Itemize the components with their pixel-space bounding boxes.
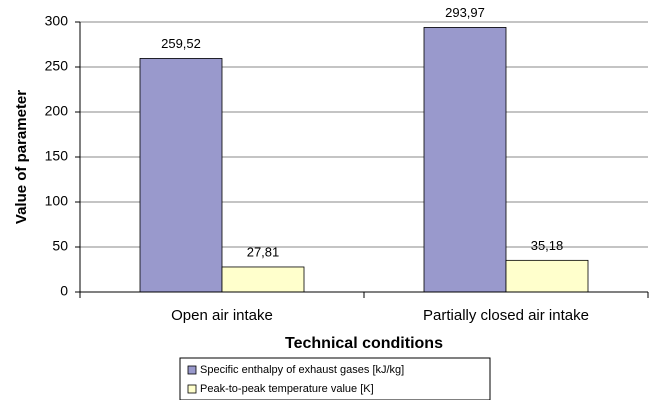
legend-box bbox=[179, 357, 491, 400]
bar bbox=[423, 27, 507, 293]
bar bbox=[139, 58, 223, 293]
x-tick-label: Partially closed air intake bbox=[423, 307, 589, 324]
legend-swatch bbox=[187, 365, 197, 375]
y-tick-label: 250 bbox=[45, 58, 69, 74]
y-tick-label: 300 bbox=[45, 13, 69, 29]
legend-label: Specific enthalpy of exhaust gases [kJ/k… bbox=[200, 364, 404, 376]
value-label: 293,97 bbox=[445, 5, 485, 20]
y-tick-label: 200 bbox=[45, 103, 69, 119]
x-axis-title: Technical conditions bbox=[285, 335, 443, 352]
x-tick-label: Open air intake bbox=[171, 307, 273, 324]
y-tick-label: 50 bbox=[52, 238, 68, 254]
bar bbox=[505, 259, 589, 293]
value-label: 35,18 bbox=[531, 238, 564, 253]
y-tick-label: 0 bbox=[60, 283, 68, 299]
y-tick-label: 150 bbox=[45, 148, 69, 164]
value-label: 259,52 bbox=[161, 36, 201, 51]
y-axis-title: Value of parameter bbox=[13, 90, 30, 224]
y-tick-label: 100 bbox=[45, 193, 69, 209]
legend-swatch bbox=[187, 384, 197, 394]
legend-label: Peak-to-peak temperature value [K] bbox=[200, 383, 374, 395]
value-label: 27,81 bbox=[247, 244, 280, 259]
bar bbox=[221, 266, 305, 293]
